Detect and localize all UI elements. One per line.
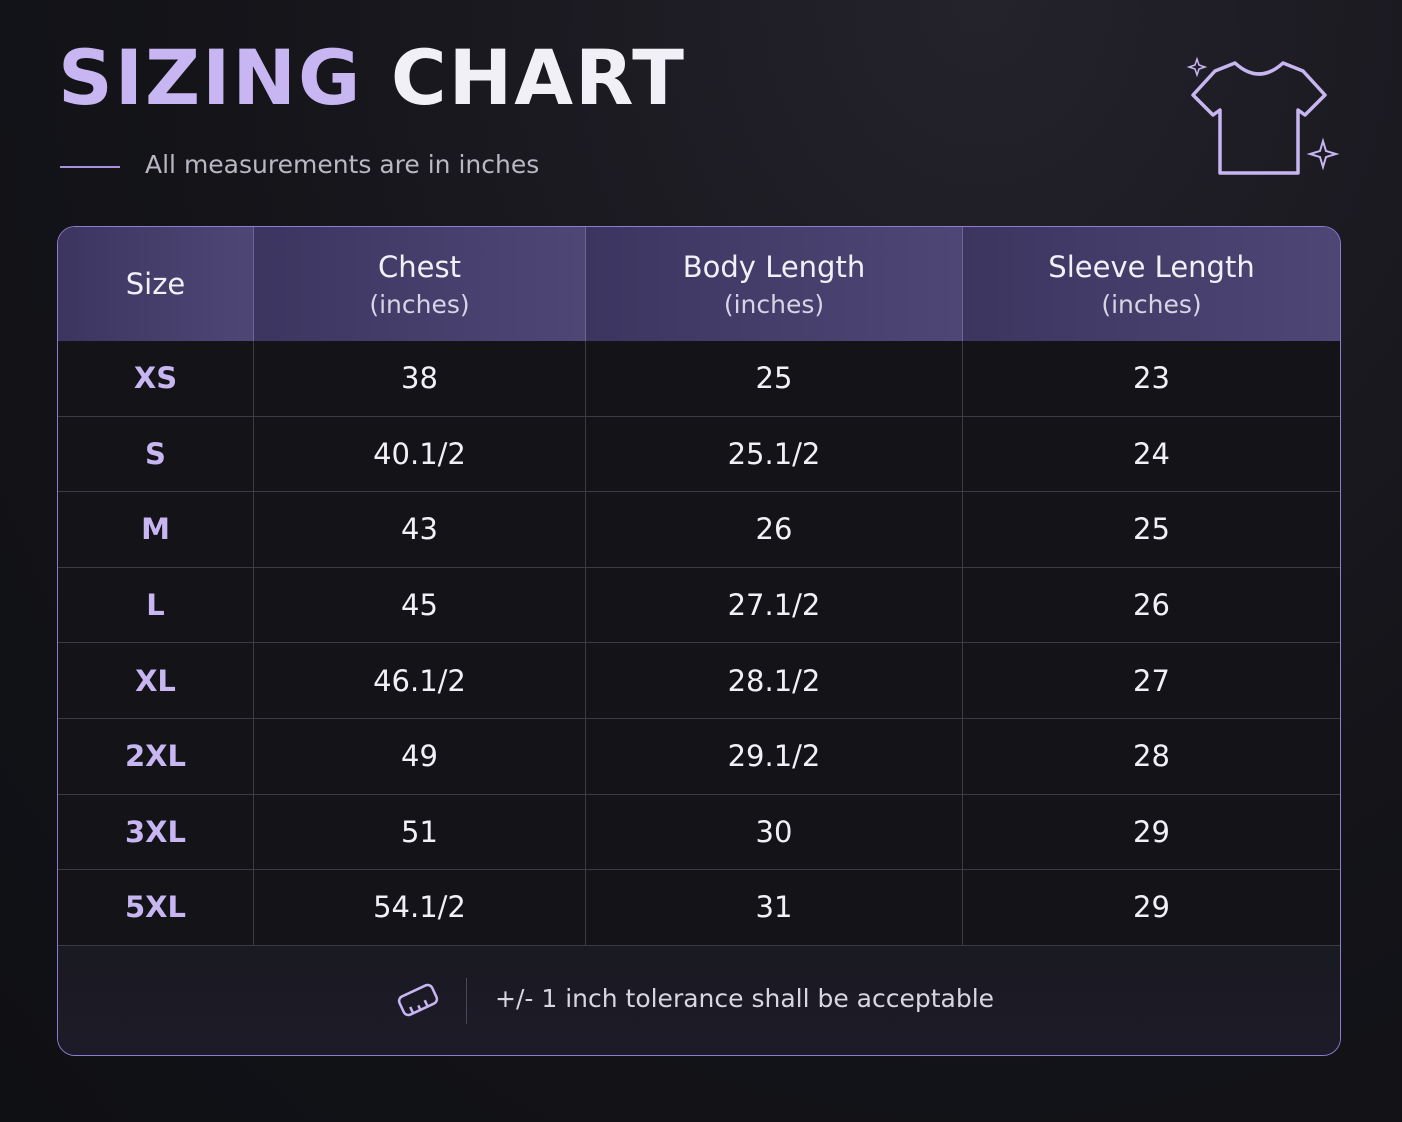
value-cell: 24	[963, 417, 1340, 493]
size-cell: XL	[58, 643, 254, 719]
value-cell: 46.1/2	[254, 643, 586, 719]
footer-note: +/- 1 inch tolerance shall be acceptable	[495, 984, 995, 1013]
size-cell: XS	[58, 341, 254, 417]
tshirt-icon	[1186, 56, 1340, 175]
header-unit: (inches)	[369, 289, 470, 319]
value-cell: 28	[963, 719, 1340, 795]
column-header: Body Length (inches)	[586, 227, 963, 341]
value-cell: 26	[586, 492, 963, 568]
size-cell: 3XL	[58, 794, 254, 871]
value-cell: 30	[586, 794, 963, 871]
value-cell: 28.1/2	[586, 643, 963, 719]
title-accent: SIZING	[58, 33, 363, 122]
header-unit: (inches)	[723, 289, 825, 319]
value-cell: 27	[963, 643, 1340, 719]
column-header: Sleeve Length (inches)	[963, 227, 1340, 341]
size-cell: M	[58, 492, 254, 568]
title: SIZING CHART	[58, 40, 686, 116]
value-cell: 26	[963, 568, 1340, 644]
value-cell: 27.1/2	[586, 567, 963, 644]
column-header: Chest (inches)	[254, 227, 586, 341]
size-table: +/- 1 inch tolerance shall be acceptable…	[57, 226, 1341, 1056]
value-cell: 23	[963, 341, 1340, 417]
header-label: Size	[125, 267, 186, 301]
subtitle-line	[60, 166, 120, 168]
value-cell: 40.1/2	[254, 416, 586, 493]
value-cell: 51	[254, 794, 586, 871]
value-cell: 43	[254, 492, 586, 568]
value-cell: 25.1/2	[586, 416, 963, 493]
header-label: Sleeve Length	[1048, 249, 1255, 284]
value-cell: 38	[254, 341, 586, 417]
value-cell: 25	[963, 492, 1340, 568]
value-cell: 49	[254, 719, 586, 795]
size-cell: 2XL	[58, 719, 254, 795]
header-unit: (inches)	[1101, 289, 1202, 319]
value-cell: 25	[586, 341, 963, 417]
value-cell: 29	[963, 795, 1340, 871]
value-cell: 29.1/2	[586, 719, 963, 795]
divider	[466, 978, 467, 1024]
subtitle: All measurements are in inches	[145, 150, 540, 179]
header-label: Body Length	[682, 249, 866, 284]
value-cell: 29	[963, 870, 1340, 946]
tape-icon	[397, 983, 439, 1017]
column-header: Size	[58, 227, 254, 341]
size-cell: L	[58, 567, 254, 644]
value-cell: 31	[586, 870, 963, 946]
header-label: Chest	[378, 249, 461, 284]
table-footer: +/- 1 inch tolerance shall be acceptable	[58, 946, 1340, 1055]
value-cell: 45	[254, 567, 586, 644]
size-cell: S	[58, 416, 254, 493]
title-rest: CHART	[390, 33, 687, 122]
size-cell: 5XL	[58, 870, 254, 946]
value-cell: 54.1/2	[254, 870, 586, 946]
